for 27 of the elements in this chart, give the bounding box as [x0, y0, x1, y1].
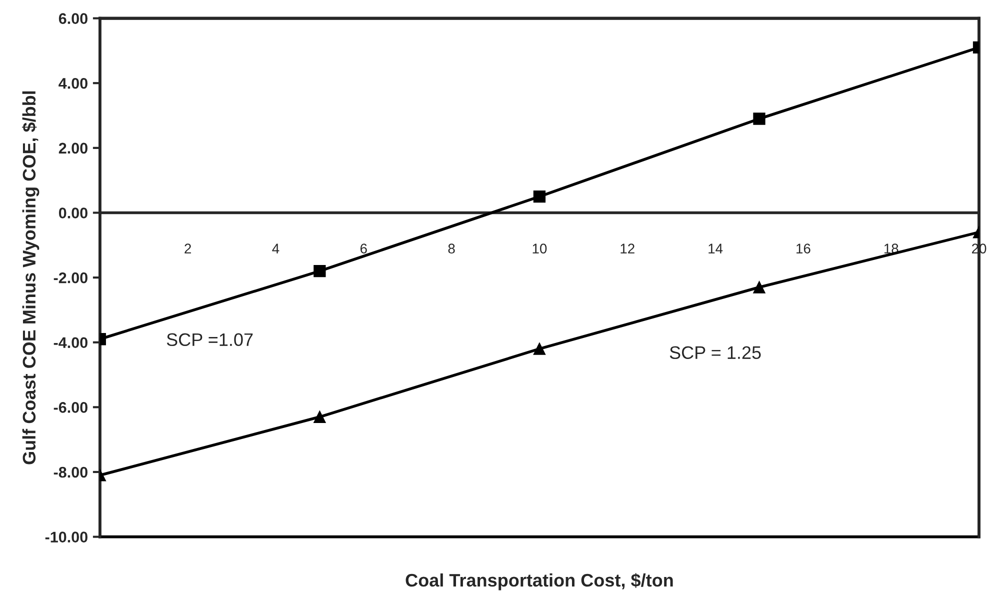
x-tick-label: 10 — [532, 244, 547, 254]
x-tick-label: 2 — [184, 244, 191, 254]
point — [533, 190, 546, 203]
point — [753, 281, 766, 294]
y-axis-title: Gulf Coast COE Minus Wyoming COE, $/bbl — [22, 91, 40, 464]
x-axis-title: Coal Transportation Cost, $/ton — [406, 573, 673, 590]
x-tick-label: 16 — [796, 244, 810, 254]
point — [314, 410, 326, 423]
point — [533, 342, 546, 355]
series-label: SCP =1.07 — [166, 333, 253, 346]
y-tick-label: 0.00 — [58, 208, 88, 218]
point — [753, 112, 766, 125]
x-tick-label: 14 — [708, 244, 723, 254]
y-tick-label: 4.00 — [58, 78, 88, 89]
x-tick-label: 12 — [620, 244, 634, 254]
series-label: SCP = 1.25 — [670, 346, 761, 360]
x-tick-label: 8 — [448, 244, 455, 254]
point — [314, 264, 326, 278]
y-tick-label: 2.00 — [58, 142, 88, 154]
y-tick-label: 6.00 — [58, 13, 88, 24]
y-tick-label: -8.00 — [54, 466, 88, 478]
x-tick-label: 4 — [272, 244, 280, 254]
y-tick-label: -10.00 — [45, 532, 88, 542]
y-tick-label: -4.00 — [54, 337, 88, 348]
y-tick-label: -6.00 — [54, 402, 88, 413]
y-tick-label: -2.00 — [54, 272, 88, 284]
x-tick-label: 6 — [360, 244, 367, 254]
